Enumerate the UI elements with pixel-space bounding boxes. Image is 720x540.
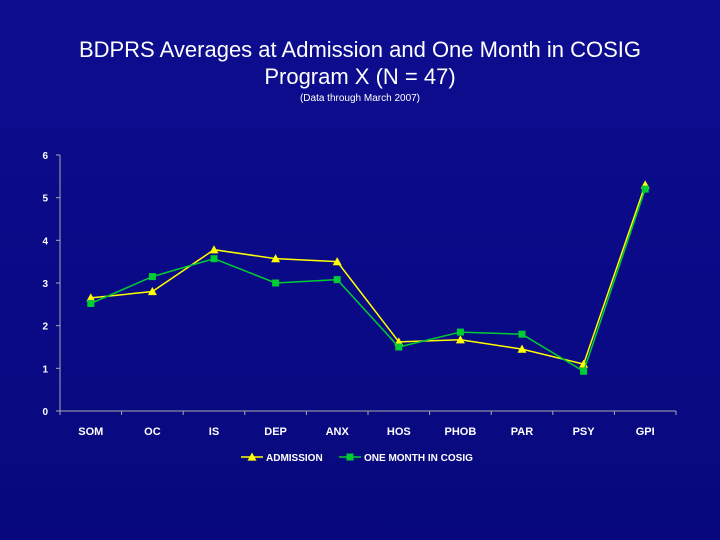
data-point: [333, 276, 341, 284]
series-one-month: [87, 185, 649, 375]
y-tick-label: 1: [42, 364, 48, 375]
chart-subtitle: (Data through March 2007): [299, 93, 421, 104]
x-tick-label: HOS: [387, 426, 411, 438]
data-point: [86, 293, 96, 302]
data-point: [580, 367, 588, 375]
y-axis-ticks: 0 1 2 3 4 5 6: [42, 151, 60, 418]
chart-legend: ADMISSION ONE MONTH IN COSIG: [241, 452, 473, 464]
x-tick-label: GPI: [636, 426, 655, 438]
data-point: [517, 344, 527, 353]
y-tick-label: 6: [42, 151, 48, 162]
chart-title: BDPRS Averages at Admission and One Mont…: [0, 36, 720, 90]
y-tick-label: 5: [42, 194, 48, 205]
legend-marker: [247, 452, 257, 461]
data-point: [518, 330, 526, 338]
series-line: [90, 188, 646, 373]
chart-title-line-1: BDPRS Averages at Admission and One Mont…: [78, 37, 642, 62]
data-point: [272, 279, 280, 287]
legend-marker: [346, 453, 354, 461]
y-tick-label: 4: [42, 236, 48, 247]
data-point: [147, 287, 157, 296]
x-axis-labels: SOM OC IS DEP ANX HOS PHOB PAR PSY GPI: [59, 411, 677, 438]
data-point: [209, 245, 219, 254]
data-point: [210, 255, 218, 263]
chart-title-line-2: Program X (N = 47): [264, 64, 456, 89]
x-tick-label: PAR: [511, 426, 533, 438]
x-tick-label: ANX: [326, 426, 350, 438]
data-point: [271, 254, 281, 263]
x-tick-label: DEP: [264, 426, 287, 438]
data-point: [641, 185, 649, 193]
series-line: [90, 184, 646, 365]
legend-label: ADMISSION: [266, 453, 323, 464]
x-tick-label: IS: [209, 426, 219, 438]
x-tick-label: PHOB: [445, 426, 477, 438]
y-tick-label: 3: [42, 279, 48, 290]
x-tick-label: OC: [144, 426, 161, 438]
data-point: [148, 273, 156, 281]
chart-series: [86, 180, 650, 375]
y-tick-label: 0: [42, 407, 48, 418]
data-point: [456, 328, 464, 336]
x-tick-label: PSY: [573, 426, 596, 438]
series-admission: [86, 180, 650, 368]
x-tick-label: SOM: [78, 426, 103, 438]
data-point: [332, 257, 342, 266]
legend-label: ONE MONTH IN COSIG: [364, 453, 473, 464]
y-tick-label: 2: [42, 322, 48, 333]
data-point: [87, 299, 95, 307]
data-point: [455, 335, 465, 344]
data-point: [395, 343, 403, 351]
